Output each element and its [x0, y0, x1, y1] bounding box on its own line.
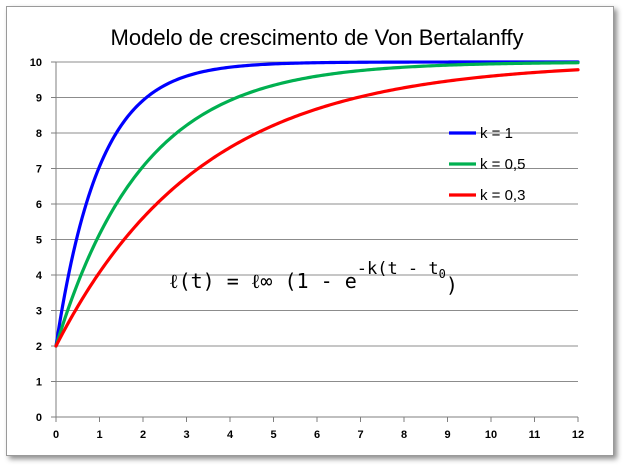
series-3-point-1	[98, 271, 100, 273]
series-2-point-9	[446, 64, 448, 66]
series-1-point-9	[446, 61, 448, 63]
series-2-point-8	[403, 66, 405, 68]
x-tick-label-9: 9	[444, 429, 450, 441]
series-3-point-7	[359, 96, 361, 98]
chart-frame: Modelo de crescimento de Von Bertalanffy…	[6, 6, 614, 456]
series-1-point-4	[229, 66, 231, 68]
series-line-3	[54, 68, 580, 348]
series-3-point-4	[229, 146, 231, 148]
series-3-point-8	[403, 87, 405, 89]
x-tick-label-0: 0	[53, 429, 59, 441]
y-tick-label-7: 7	[36, 164, 42, 176]
x-tick-label-5: 5	[270, 429, 276, 441]
series-3-point-3	[185, 176, 187, 178]
x-tick-label-1: 1	[96, 429, 102, 441]
x-tick-label-7: 7	[357, 429, 363, 441]
series-line-1	[54, 60, 580, 348]
series-1-point-2	[142, 99, 144, 101]
series-1-point-7	[359, 61, 361, 63]
series-1-point-5	[272, 63, 274, 65]
legend-label-1: k = 1	[480, 125, 513, 142]
x-tick-label-8: 8	[401, 429, 407, 441]
y-tick-label-10: 10	[30, 57, 42, 69]
x-tick-label-11: 11	[529, 429, 541, 441]
series-2-point-4	[229, 99, 231, 101]
series-3-point-12	[577, 69, 579, 71]
series-3-point-5	[272, 124, 274, 126]
legend-label-3: k = 0,3	[480, 187, 525, 204]
series-2-point-10	[490, 63, 492, 65]
series-1-point-1	[98, 165, 100, 167]
series-2-point-6	[316, 75, 318, 77]
y-tick-label-4: 4	[36, 270, 43, 282]
y-tick-label-6: 6	[36, 199, 42, 211]
formula-tail: )	[446, 273, 458, 297]
series-3-point-10	[490, 75, 492, 77]
x-tick-label-6: 6	[314, 429, 320, 441]
x-tick-label-12: 12	[572, 429, 584, 441]
x-tick-label-2: 2	[140, 429, 146, 441]
series-2-point-7	[359, 69, 361, 71]
y-tick-label-9: 9	[36, 93, 42, 105]
legend: k = 1 k = 0,5 k = 0,3	[449, 125, 525, 204]
series-line-2	[54, 61, 580, 348]
y-tick-label-0: 0	[36, 412, 42, 424]
x-tick-label-3: 3	[183, 429, 189, 441]
series-3-point-6	[316, 108, 318, 110]
y-tick-label-3: 3	[36, 306, 42, 318]
series-2-point-12	[577, 62, 579, 64]
chart-title: Modelo de crescimento de Von Bertalanffy	[111, 25, 524, 50]
y-tick-label-5: 5	[36, 235, 42, 247]
y-tick-label-1: 1	[36, 377, 42, 389]
x-tick-label-10: 10	[485, 429, 497, 441]
formula-annotation: ℓ(t) = ℓ∞ (1 - e-k(t - t0)	[169, 259, 458, 297]
formula-exponent: -k(t - t	[357, 259, 439, 279]
series-2-point-2	[142, 165, 144, 167]
y-tick-label-8: 8	[36, 128, 42, 140]
x-tick-label-4: 4	[227, 429, 234, 441]
series-3-point-11	[533, 71, 535, 73]
chart-svg: Modelo de crescimento de Von Bertalanffy…	[30, 25, 584, 441]
series-2-point-1	[98, 233, 100, 235]
series-3-point-9	[446, 80, 448, 82]
y-tick-label-2: 2	[36, 341, 42, 353]
series-3-point-0	[55, 345, 57, 347]
series-1-point-3	[185, 75, 187, 77]
series-1-point-8	[403, 61, 405, 63]
series-2-point-3	[185, 124, 187, 126]
series-3-point-2	[142, 217, 144, 219]
series-layer	[54, 60, 580, 348]
series-1-point-6	[316, 62, 318, 64]
formula-lhs: ℓ(t) = ℓ∞ (1 - e	[169, 269, 357, 293]
series-2-point-5	[272, 84, 274, 86]
formula-subscript: 0	[439, 267, 446, 281]
series-2-point-11	[533, 62, 535, 64]
legend-label-2: k = 0,5	[480, 156, 525, 173]
